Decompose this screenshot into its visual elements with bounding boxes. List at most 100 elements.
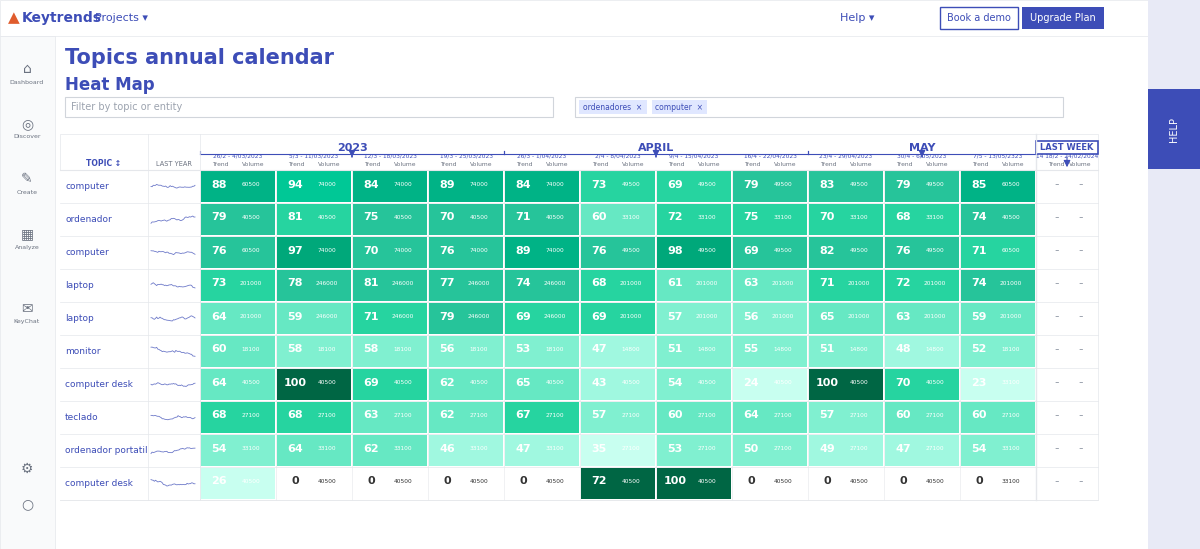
Bar [202,369,275,400]
Text: 56: 56 [743,311,758,322]
Text: ordenadores  ×: ordenadores × [583,103,643,111]
Text: 68: 68 [592,278,607,289]
Text: 5/3 - 11/03/2023: 5/3 - 11/03/2023 [289,154,338,159]
Bar [658,369,731,400]
Text: 60: 60 [592,212,607,222]
Bar [505,336,580,367]
Text: -: - [1055,178,1058,191]
Text: 27100: 27100 [697,413,716,418]
Text: -: - [1055,442,1058,455]
Bar [60,269,1098,302]
Bar [733,204,808,235]
Bar [940,7,1018,29]
Text: 71: 71 [364,311,379,322]
Text: 61: 61 [667,278,683,289]
Text: Trend: Trend [212,161,229,166]
Text: 40500: 40500 [469,479,488,484]
Bar [658,204,731,235]
Text: 27100: 27100 [1002,413,1020,418]
Text: Topics annual calendar: Topics annual calendar [65,48,334,68]
Text: 35: 35 [592,444,607,453]
Text: 0: 0 [292,477,299,486]
Bar [202,468,275,499]
Bar [581,336,655,367]
Text: 40500: 40500 [546,380,564,385]
Bar [202,270,275,301]
Text: 33100: 33100 [622,215,641,220]
Text: 57: 57 [820,411,835,421]
Bar [202,237,275,268]
Text: Create: Create [17,189,37,194]
Text: 74000: 74000 [469,182,488,187]
Bar [353,402,427,433]
Text: Volume: Volume [318,161,341,166]
Text: 201000: 201000 [847,281,870,286]
Text: -: - [1079,343,1082,356]
Bar [809,204,883,235]
Text: 70: 70 [364,245,379,255]
Text: -: - [1079,376,1082,389]
Text: 7/5 - 13/05/2323: 7/5 - 13/05/2323 [973,154,1022,159]
Text: 85: 85 [971,180,986,189]
Text: 201000: 201000 [619,314,642,319]
Text: 84: 84 [515,180,530,189]
Bar [961,171,1034,202]
Bar [809,402,883,433]
Text: Volume: Volume [926,161,948,166]
Bar [505,402,580,433]
Text: 0: 0 [520,477,527,486]
Bar [961,204,1034,235]
Text: 71: 71 [971,245,986,255]
Text: 60500: 60500 [1002,182,1020,187]
Bar [886,270,959,301]
Text: Volume: Volume [546,161,569,166]
Text: 74000: 74000 [394,182,413,187]
Bar [886,171,959,202]
Text: laptop: laptop [65,281,94,290]
Text: 74000: 74000 [546,248,564,253]
Text: 79: 79 [895,180,911,189]
Bar [961,468,1034,499]
Bar [505,435,580,466]
Bar [505,369,580,400]
Bar [505,171,580,202]
Text: 246000: 246000 [391,281,414,286]
Text: 70: 70 [820,212,835,222]
Text: 94: 94 [287,180,302,189]
Bar [505,237,580,268]
Text: -: - [1079,442,1082,455]
Text: 79: 79 [743,180,758,189]
Text: 52: 52 [971,345,986,355]
Bar [430,435,503,466]
Bar [809,369,883,400]
Bar [60,434,1098,467]
Bar [809,468,883,499]
Bar [0,0,1200,36]
Text: 54: 54 [667,378,683,388]
Text: 75: 75 [743,212,758,222]
Text: ◎: ◎ [20,117,34,131]
Text: ▦: ▦ [20,227,34,241]
Bar [277,468,352,499]
Text: 40500: 40500 [469,380,488,385]
Text: 24: 24 [743,378,758,388]
Bar [60,401,1098,434]
Text: Trend: Trend [896,161,913,166]
Bar [60,467,1098,500]
Bar [277,369,352,400]
Text: APRIL: APRIL [638,143,674,153]
Text: 33100: 33100 [546,446,564,451]
Text: 40500: 40500 [469,215,488,220]
Text: 40500: 40500 [318,215,336,220]
Text: 16/4 - 22/04/2023: 16/4 - 22/04/2023 [744,154,797,159]
Text: computer: computer [65,182,109,191]
Text: 40500: 40500 [925,479,944,484]
Bar [961,270,1034,301]
Text: Trend: Trend [744,161,761,166]
Text: 201000: 201000 [847,314,870,319]
Text: 76: 76 [439,245,455,255]
Bar [886,435,959,466]
Text: 49: 49 [820,444,835,453]
Text: 49500: 49500 [850,182,869,187]
Text: 2023: 2023 [337,143,367,153]
